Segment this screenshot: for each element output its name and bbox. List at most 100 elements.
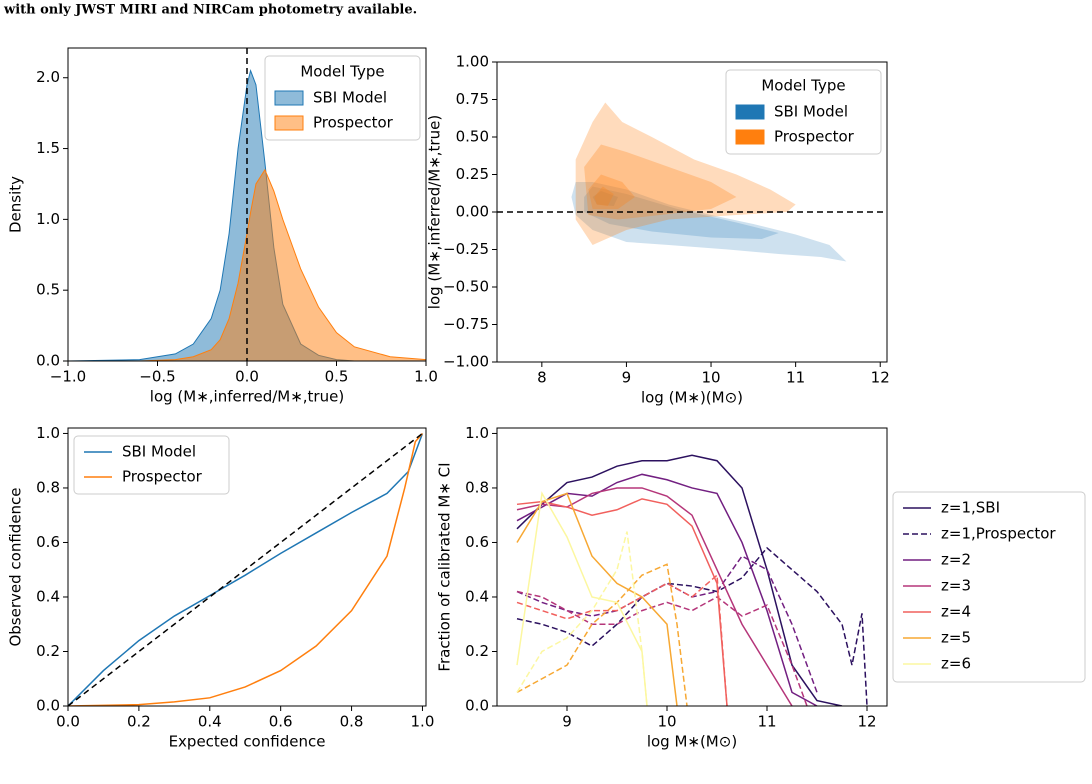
y-tick-label: 0.6 [36,533,60,551]
y-tick-label: 0.0 [465,697,489,715]
y-axis-label: log (M∗,inferred/M∗,true) [426,115,444,309]
y-axis-label: Density [7,176,25,233]
series-line [68,433,424,706]
y-tick-label: 0.25 [456,165,489,183]
legend-label: z=1,SBI [941,499,1000,517]
series-line [516,498,728,706]
x-tick-label: 11 [786,369,805,387]
y-tick-label: 0.0 [36,697,60,715]
y-tick-label: 1.00 [456,53,489,71]
legend: SBI Model Prospector [73,435,230,495]
legend-label: Prospector [313,114,394,132]
series-line [516,590,808,706]
legend-box [725,69,882,155]
y-tick-label: −0.75 [443,315,489,333]
x-tick-label: 0.4 [198,713,222,731]
density-area [68,168,426,361]
x-tick-label: 10 [701,369,720,387]
y-tick-label: 1.0 [36,210,60,228]
x-tick-label: 8 [537,369,547,387]
legend-label: z=1,Prospector [941,525,1056,543]
legend: Model Type SBI Model Prospector [725,69,882,155]
x-tick-label: 12 [857,713,876,731]
y-axis-label: Observed confidence [7,487,25,646]
legend-box [73,435,230,495]
legend-swatch [274,90,304,106]
legend-swatch [735,104,765,120]
y-tick-label: 0.50 [456,128,489,146]
legend-swatch [735,129,765,145]
y-tick-label: 0.75 [456,90,489,108]
legend-label: z=3 [941,577,971,595]
y-tick-label: 0.00 [456,203,489,221]
x-tick-label: 0.6 [269,713,293,731]
plot-area [497,102,887,262]
y-tick-label: −0.50 [443,278,489,296]
series-line [516,531,648,706]
y-tick-label: 0.5 [36,281,60,299]
contour-level [592,191,618,206]
series-line [516,546,868,706]
x-axis-label: log (M∗,inferred/M∗,true) [150,388,344,406]
y-tick-label: 1.5 [36,139,60,157]
y-tick-label: −1.00 [443,353,489,371]
x-tick-label: 9 [622,369,632,387]
x-axis-label: log M∗(M⊙) [647,733,737,751]
y-tick-label: −0.25 [443,240,489,258]
legend-label: SBI Model [122,443,196,461]
series-line [516,454,843,706]
x-tick-label: 0.0 [235,368,259,386]
legend-label: z=2 [941,551,971,569]
contour-level [575,102,796,245]
y-tick-label: 1.0 [465,424,489,442]
caption: with only JWST MIRI and NIRCam photometr… [3,3,417,18]
y-tick-label: 0.8 [465,478,489,496]
x-axis-label: log (M∗)(M⊙) [641,389,743,407]
contour-level [584,144,737,220]
x-tick-label: 0.0 [56,713,80,731]
x-tick-label: 0.8 [340,713,364,731]
series-line [68,432,424,706]
y-tick-label: 0.6 [465,533,489,551]
plot-area [516,454,868,706]
legend-label: Prospector [774,128,855,146]
y-tick-label: 0.4 [465,587,489,605]
series-line [516,491,648,706]
legend: Model Type SBI Model Prospector [264,55,421,141]
axes-frame [67,427,427,707]
legend-title: Model Type [300,63,384,81]
y-tick-label: 1.0 [36,424,60,442]
contour-level [571,182,847,262]
x-tick-label: 0.2 [127,713,151,731]
legend-box [892,491,1086,683]
x-axis-label: Expected confidence [169,733,326,751]
legend-label: Prospector [122,468,203,486]
legend-label: SBI Model [774,103,848,121]
x-tick-label: −1.0 [50,368,86,386]
y-tick-label: 0.8 [36,478,60,496]
x-tick-label: 1.0 [411,713,435,731]
legend-box [264,55,421,141]
series-line [516,492,678,706]
reference-line [68,432,423,706]
legend-label: z=5 [941,629,971,647]
contour-level [594,186,614,206]
x-tick-label: 11 [757,713,776,731]
x-tick-label: −0.5 [139,368,175,386]
legend-label: z=4 [941,603,971,621]
legend-label: z=6 [941,655,971,673]
x-tick-label: 1.0 [414,368,438,386]
legend-label: SBI Model [313,89,387,107]
y-tick-label: 2.0 [36,68,60,86]
series-line [516,573,728,706]
axes-frame [496,427,888,707]
contour-level [588,174,635,209]
y-axis-label: Fraction of calibrated M∗ CI [436,462,454,671]
x-tick-label: 12 [871,369,890,387]
legend-swatch [274,115,304,131]
y-tick-label: 0.2 [465,642,489,660]
legend-title: Model Type [761,77,845,95]
y-tick-label: 0.2 [36,642,60,660]
legend: z=1,SBI z=1,Prospector z=2 z=3 z=4 z=5 z=6 [892,491,1086,683]
